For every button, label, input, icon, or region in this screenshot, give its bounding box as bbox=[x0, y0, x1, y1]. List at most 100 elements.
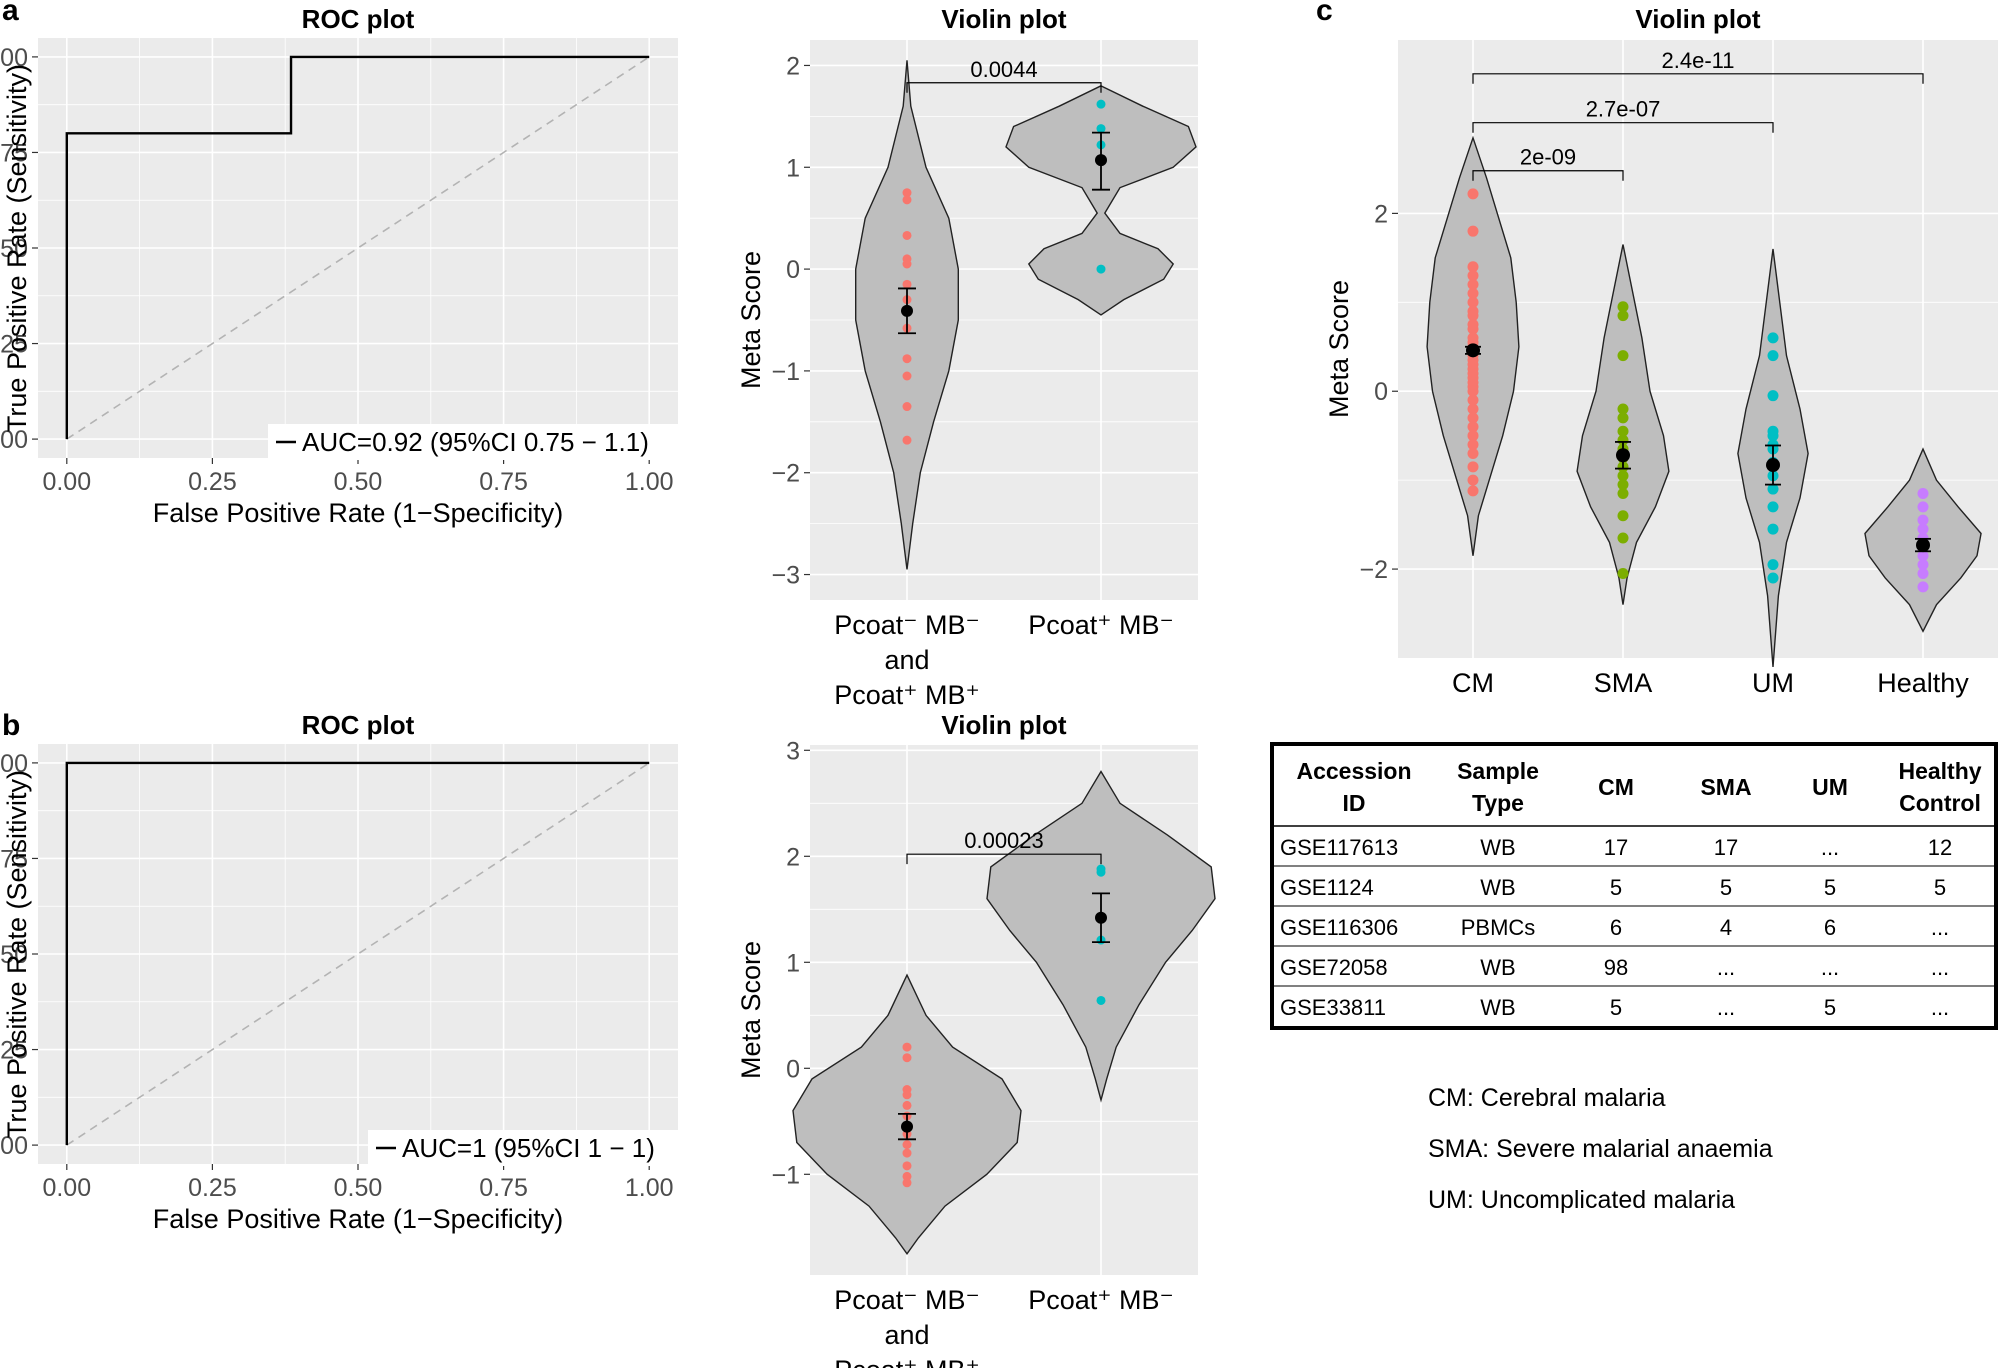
data-point bbox=[1096, 995, 1106, 1005]
data-point bbox=[902, 1171, 912, 1181]
table-cell: GSE33811 bbox=[1280, 995, 1386, 1020]
data-point bbox=[1467, 421, 1479, 433]
table-cell: GSE72058 bbox=[1280, 955, 1388, 980]
data-point bbox=[1467, 439, 1479, 451]
x-category-label: Pcoat⁺ MB⁺ bbox=[834, 1355, 980, 1368]
x-category-label: SMA bbox=[1594, 668, 1653, 698]
data-point bbox=[902, 354, 912, 364]
data-point bbox=[1617, 310, 1629, 322]
violin-plot-c: −2 0 2 CM SMA UM Healthy 2e-09 2.7e-072.4e-11 Vio… bbox=[1324, 4, 1998, 698]
mean-point bbox=[901, 1120, 913, 1133]
table-cell: 6 bbox=[1824, 915, 1836, 940]
table-cell: WB bbox=[1480, 995, 1515, 1020]
y-tick-label: 2 bbox=[786, 52, 800, 80]
violin-shape bbox=[1005, 85, 1197, 316]
data-point bbox=[1467, 385, 1479, 397]
roc-curve bbox=[65, 761, 650, 1146]
y-tick-label: 0.00 bbox=[0, 426, 28, 454]
p-value-label: 0.0044 bbox=[970, 57, 1037, 82]
data-point bbox=[1096, 264, 1106, 274]
table-header: CM bbox=[1598, 774, 1634, 800]
data-point bbox=[902, 1090, 912, 1100]
x-category-label: and bbox=[884, 1320, 929, 1350]
y-tick-label: 0.50 bbox=[0, 941, 28, 969]
y-tick-label: 0 bbox=[786, 256, 800, 284]
data-point bbox=[1467, 188, 1479, 200]
significance-bracket bbox=[1472, 73, 1924, 84]
mean-point bbox=[1616, 448, 1630, 463]
y-tick-label: 2 bbox=[786, 843, 800, 871]
panel-label-c: c bbox=[1316, 0, 1333, 27]
significance-bracket bbox=[1472, 122, 1774, 133]
table-cell: GSE1124 bbox=[1280, 875, 1374, 900]
mean-point bbox=[1916, 538, 1930, 553]
x-category-label: Pcoat⁻ MB⁻ bbox=[834, 610, 980, 640]
p-value-label: 2.7e-07 bbox=[1586, 97, 1661, 122]
abbrev-cm: CM: Cerebral malaria bbox=[1428, 1084, 1666, 1112]
violin-shape bbox=[1576, 244, 1670, 605]
table-header: UM bbox=[1812, 774, 1848, 800]
data-point bbox=[1467, 474, 1479, 486]
data-point bbox=[1467, 279, 1479, 291]
data-point bbox=[1467, 261, 1479, 273]
x-category-label: UM bbox=[1752, 668, 1794, 698]
y-tick-label: 0.25 bbox=[0, 1037, 28, 1065]
data-point bbox=[902, 1148, 912, 1158]
table-cell: ... bbox=[1931, 955, 1949, 980]
data-point bbox=[1617, 470, 1629, 482]
legend-label: AUC=0.92 (95%CI 0.75 − 1.1) bbox=[302, 427, 649, 457]
violin-plot-b: −1 0 1 2 3 Pcoat⁻ MB⁻ and Pcoat⁺ MB⁺ Pcoat⁺ MB⁻ 0… bbox=[736, 710, 1216, 1368]
plot-title: ROC plot bbox=[302, 710, 415, 740]
x-tick-label: 0.00 bbox=[42, 1174, 91, 1202]
data-point bbox=[902, 1100, 912, 1110]
panel-label-a: a bbox=[2, 0, 19, 27]
y-axis-label: True Positive Rate (Sensitivity) bbox=[2, 770, 32, 1138]
data-point bbox=[902, 1053, 912, 1063]
y-tick-label: 0.75 bbox=[0, 139, 28, 167]
data-point bbox=[1917, 581, 1929, 593]
data-point bbox=[1767, 572, 1779, 584]
x-category-label: Pcoat⁻ MB⁻ bbox=[834, 1285, 980, 1315]
table-cell: 4 bbox=[1720, 915, 1732, 940]
p-value-label: 2.4e-11 bbox=[1662, 48, 1735, 73]
data-point bbox=[902, 371, 912, 381]
table-header: Type bbox=[1472, 790, 1524, 816]
significance-bracket bbox=[1472, 170, 1624, 181]
table-cell: 5 bbox=[1610, 995, 1622, 1020]
data-point bbox=[1617, 412, 1629, 424]
data-point bbox=[1467, 403, 1479, 415]
x-tick-label: 0.75 bbox=[479, 468, 528, 496]
table-cell: ... bbox=[1717, 955, 1735, 980]
data-point bbox=[1467, 323, 1479, 335]
data-point bbox=[1467, 296, 1479, 308]
data-point bbox=[902, 1161, 912, 1171]
y-tick-label: 1 bbox=[786, 154, 800, 182]
table-cell: 5 bbox=[1720, 875, 1732, 900]
p-value-label: 2e-09 bbox=[1520, 145, 1576, 170]
data-point bbox=[902, 402, 912, 412]
table-cell: ... bbox=[1821, 835, 1839, 860]
mean-point bbox=[901, 304, 913, 317]
data-point bbox=[1767, 390, 1779, 402]
data-point bbox=[1467, 412, 1479, 424]
roc-plot-b: 0.00 0.25 0.50 0.75 1.00 0.00 0.25 0.50 0.75 1.00… bbox=[0, 710, 684, 1234]
y-tick-label: 3 bbox=[786, 737, 800, 765]
table-header: Healthy bbox=[1898, 758, 1981, 784]
table-cell: 12 bbox=[1928, 835, 1952, 860]
data-point bbox=[1617, 403, 1629, 415]
table-cell: 5 bbox=[1610, 875, 1622, 900]
table-cell: WB bbox=[1480, 835, 1515, 860]
p-value-label: 0.00023 bbox=[964, 828, 1044, 853]
data-point bbox=[1767, 483, 1779, 495]
x-category-label: Pcoat⁺ MB⁺ bbox=[834, 680, 980, 710]
y-tick-label: −1 bbox=[771, 1161, 800, 1189]
y-tick-label: −2 bbox=[771, 460, 800, 488]
y-axis-label: Meta Score bbox=[736, 941, 766, 1079]
data-point bbox=[1467, 310, 1479, 322]
data-point bbox=[902, 259, 912, 269]
table-cell: 5 bbox=[1824, 995, 1836, 1020]
data-point bbox=[1617, 532, 1629, 544]
x-tick-label: 0.50 bbox=[334, 468, 383, 496]
abbrev-um: UM: Uncomplicated malaria bbox=[1428, 1186, 1735, 1214]
